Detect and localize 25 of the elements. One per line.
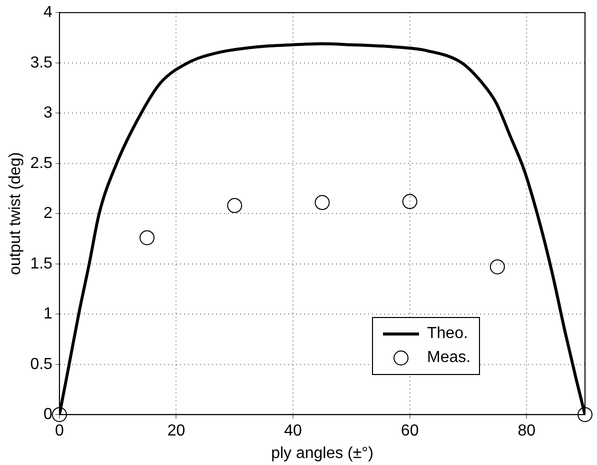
x-tick-label: 60 (400, 422, 419, 440)
point (314, 195, 330, 210)
point (490, 259, 505, 274)
legend-label: Theo. (427, 324, 468, 344)
y-axis-title: output twist (deg) (7, 152, 24, 275)
x-tick-label: 80 (518, 422, 536, 440)
y-tick-label: 4 (44, 4, 53, 22)
x-axis-title: ply angles (±°) (271, 444, 374, 462)
y-tick-label: 2 (44, 205, 53, 222)
point (402, 194, 418, 210)
y-tick-label: 0 (44, 406, 53, 424)
x-tick-label: 40 (284, 422, 302, 440)
x-tick-label: 20 (167, 422, 186, 440)
point (52, 407, 67, 422)
point (578, 407, 592, 422)
point (140, 230, 155, 246)
x-tick-label: 0 (54, 422, 64, 440)
y-tick-label: 3.5 (30, 54, 53, 72)
point (227, 198, 242, 214)
y-tick-label: 1 (44, 306, 53, 323)
y-tick-label: 0.5 (30, 356, 53, 373)
y-tick-label: 3 (44, 104, 53, 122)
legend-label: Meas. (427, 348, 471, 368)
y-tick-label: 1.5 (30, 255, 53, 272)
y-tick-label: 2.5 (30, 154, 53, 172)
